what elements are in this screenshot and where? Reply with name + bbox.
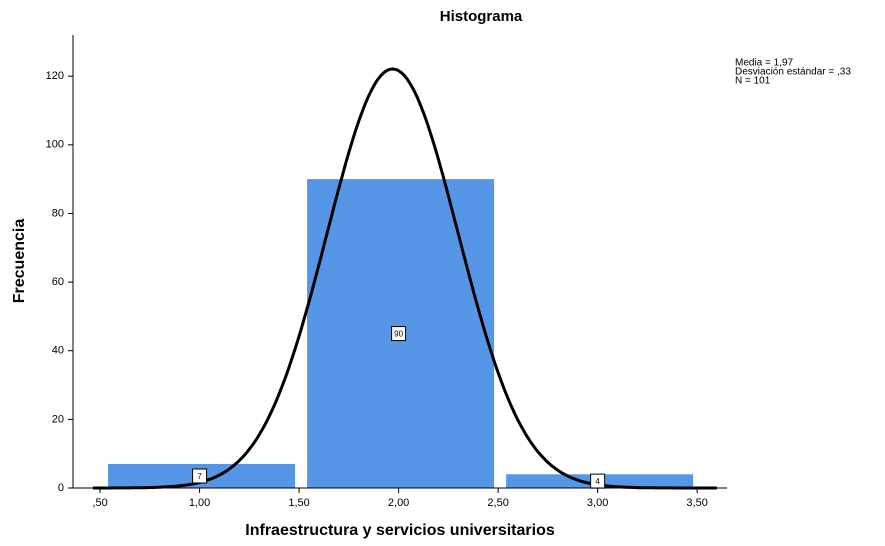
stats-label: Desviación estándar = ,33	[735, 67, 851, 78]
x-axis-label: Infraestructura y servicios universitari…	[245, 522, 555, 539]
value-label-box	[192, 468, 208, 484]
value-label: 4	[595, 477, 600, 486]
value-label: 7	[197, 472, 202, 481]
x-tick-label: ,50	[92, 497, 107, 509]
stats-label: N = 101	[735, 76, 771, 87]
y-tick-label: 100	[46, 139, 64, 151]
y-tick-label: 120	[46, 70, 64, 82]
x-tick-label: 1,50	[288, 497, 309, 509]
x-tick-label: 3,00	[587, 497, 608, 509]
y-tick-label: 60	[52, 276, 64, 288]
x-tick-label: 2,50	[487, 497, 508, 509]
y-axis-label: Frecuencia	[11, 219, 28, 304]
y-tick-label: 80	[52, 207, 64, 219]
y-tick-label: 0	[58, 482, 64, 494]
x-tick-label: 2,00	[388, 497, 409, 509]
value-label: 90	[394, 330, 403, 339]
x-tick-label: 3,50	[686, 497, 707, 509]
y-tick-label: 40	[52, 345, 64, 357]
chart-title: Histograma	[440, 8, 523, 25]
x-tick-label: 1,00	[189, 497, 210, 509]
stats-label: Media = 1,97	[735, 58, 794, 69]
value-label-box	[391, 326, 407, 342]
y-tick-label: 20	[52, 413, 64, 425]
